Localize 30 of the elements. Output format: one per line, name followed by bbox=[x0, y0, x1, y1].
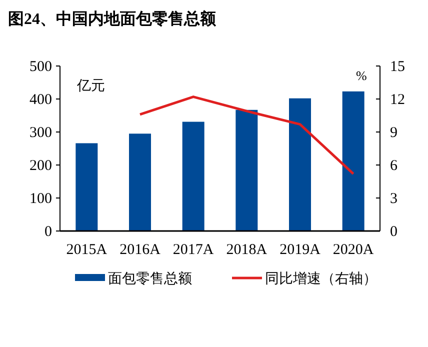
y2-tick-label: 0 bbox=[390, 224, 398, 240]
y-tick-label: 300 bbox=[30, 125, 52, 141]
y-tick-label: 100 bbox=[30, 191, 52, 207]
x-tick-label: 2020A bbox=[332, 242, 374, 258]
y-tick-label: 0 bbox=[44, 224, 52, 240]
y-tick-label: 200 bbox=[30, 158, 52, 174]
x-tick-label: 2016A bbox=[120, 242, 161, 258]
y2-tick-label: 6 bbox=[390, 158, 398, 174]
x-tick-label: 2018A bbox=[226, 242, 268, 258]
y2-axis-title: % bbox=[356, 68, 367, 83]
y-axis-title: 亿元 bbox=[76, 78, 105, 94]
bar bbox=[129, 134, 151, 231]
x-tick-label: 2017A bbox=[172, 242, 214, 258]
bar bbox=[342, 91, 364, 231]
y-tick-label: 500 bbox=[30, 59, 52, 75]
x-tick-label: 2019A bbox=[280, 242, 321, 258]
y2-tick-label: 3 bbox=[390, 191, 398, 207]
y2-tick-label: 12 bbox=[390, 92, 405, 108]
bar bbox=[289, 98, 311, 231]
y2-tick-label: 15 bbox=[390, 59, 405, 75]
legend-label: 面包零售总额 bbox=[108, 271, 192, 287]
y2-tick-label: 9 bbox=[390, 125, 398, 141]
bar bbox=[182, 122, 204, 231]
y-tick-label: 400 bbox=[30, 92, 52, 108]
bar bbox=[236, 110, 258, 231]
chart-title: 图24、中国内地面包零售总额 bbox=[8, 10, 217, 28]
x-tick-label: 2015A bbox=[66, 242, 108, 258]
line-series bbox=[138, 96, 355, 176]
legend-label: 同比增速（右轴） bbox=[265, 271, 377, 287]
bar bbox=[76, 143, 98, 231]
